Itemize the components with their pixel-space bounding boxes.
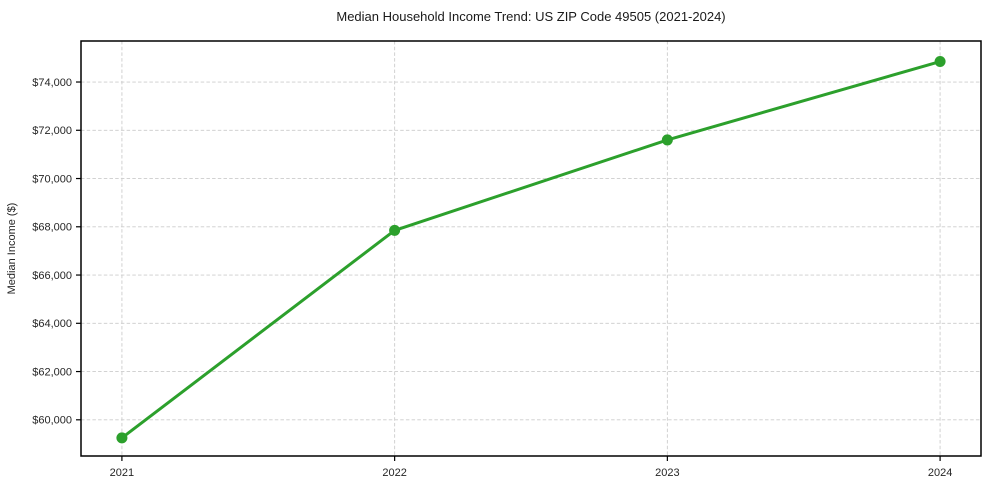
data-point-marker [661, 134, 673, 146]
y-tick-label: $72,000 [32, 125, 72, 137]
chart-title: Median Household Income Trend: US ZIP Co… [336, 9, 726, 24]
y-tick-label: $70,000 [32, 173, 72, 185]
data-point-marker [934, 56, 946, 68]
x-tick-label: 2024 [928, 467, 952, 479]
y-tick-label: $64,000 [32, 318, 72, 330]
series-line [120, 60, 942, 440]
y-tick-label: $62,000 [32, 366, 72, 378]
y-tick-label: $68,000 [32, 222, 72, 234]
y-axis-label: Median Income ($) [6, 203, 18, 295]
y-tick-label: $74,000 [32, 77, 72, 89]
data-point-marker [389, 224, 401, 236]
data-point-marker [116, 432, 128, 444]
x-tick-label: 2023 [655, 467, 679, 479]
plot-border [80, 40, 982, 457]
x-tick-label: 2021 [110, 467, 134, 479]
y-tick-label: $66,000 [32, 270, 72, 282]
y-tick-label: $60,000 [32, 415, 72, 427]
x-tick-label: 2022 [382, 467, 406, 479]
